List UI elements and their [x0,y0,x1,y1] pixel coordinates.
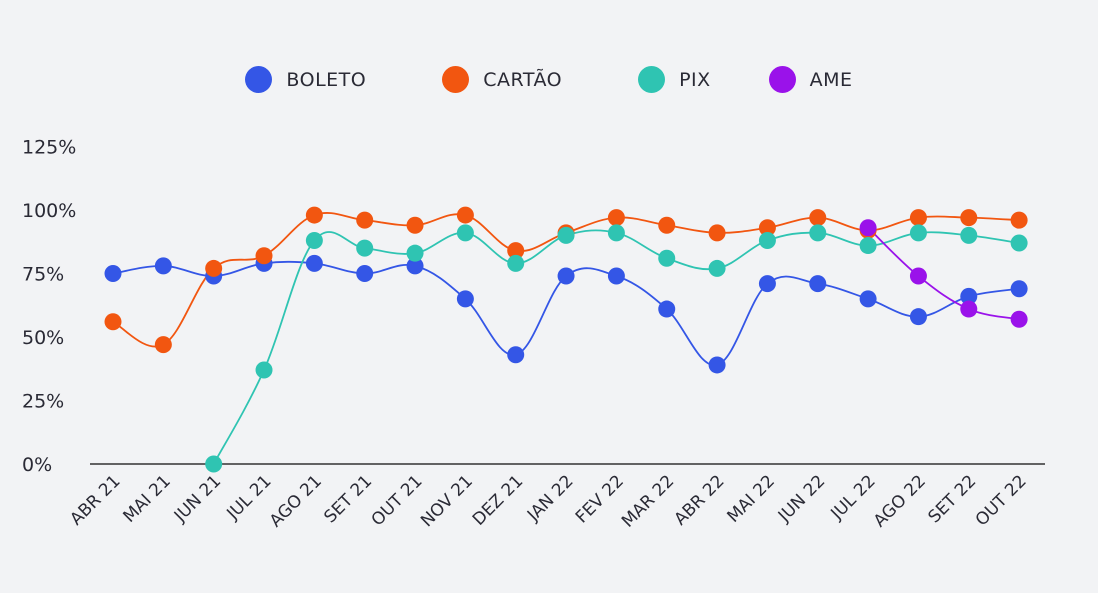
x-tick-label: ABR 22 [671,471,729,529]
series-line-pix [212,229,1020,465]
data-point [356,211,374,229]
data-point [909,308,927,326]
y-tick-label: 25% [22,391,64,413]
data-point [1010,234,1028,252]
data-point [758,219,776,237]
data-point [708,224,726,242]
data-point [255,247,273,265]
data-point [859,219,877,237]
data-point [1010,280,1028,298]
data-point [909,224,927,242]
x-tick-label: DEZ 21 [469,471,527,529]
legend-marker-ame [768,66,796,93]
data-point [809,275,827,293]
data-point [758,275,776,293]
data-point [255,361,273,379]
data-point [1010,211,1028,229]
data-point [104,265,122,282]
x-tick-label: SET 22 [924,471,980,527]
data-point [507,242,525,260]
data-point [205,259,223,277]
legend: BOLETO CARTÃO PIX AME [0,66,1098,93]
x-tick-label: SET 21 [320,471,376,527]
legend-marker-pix [638,66,666,93]
x-tick-label: MAI 21 [119,471,174,526]
x-tick-label: MAR 22 [618,471,678,531]
x-tick-label: JAN 22 [523,471,578,526]
y-tick-label: 0% [22,454,52,476]
data-point [960,300,978,318]
data-point [859,237,877,255]
legend-item-ame[interactable]: AME [768,66,853,93]
legend-item-boleto[interactable]: BOLETO [245,66,366,93]
data-point [406,244,424,262]
data-point [456,206,474,224]
legend-label: BOLETO [286,68,367,91]
data-point [909,209,927,227]
y-tick-label: 75% [22,264,64,286]
data-point [305,231,323,249]
data-point [305,254,323,272]
data-point [456,224,474,242]
data-point [809,209,827,227]
data-point [708,259,726,277]
x-tick-label: JUN 22 [774,471,829,526]
data-point [658,216,676,234]
data-point [456,290,474,308]
data-point [607,267,625,285]
legend-item-cartao[interactable]: CARTÃO [442,66,562,93]
data-point [104,313,122,331]
data-point [1010,310,1028,328]
data-point [507,346,525,364]
data-point [305,206,323,224]
legend-marker-boleto [245,66,273,93]
x-tick-label: NOV 21 [417,471,477,531]
data-point [909,267,927,285]
y-tick-label: 100% [22,200,76,222]
series-line-ame [867,227,1020,321]
data-point [154,257,172,275]
data-point [658,300,676,318]
data-point [960,226,978,244]
data-point [557,226,575,244]
data-point [859,290,877,308]
x-tick-label: OUT 22 [972,471,1031,530]
x-tick-label: OUT 21 [368,471,427,530]
legend-label: AME [809,68,853,91]
data-point [205,455,223,473]
x-tick-label: ABR 21 [66,471,124,529]
y-tick-label: 50% [22,327,64,349]
data-point [607,224,625,242]
data-point [154,336,172,354]
data-point [406,216,424,234]
data-point [658,249,676,267]
data-point [708,356,726,374]
data-point [507,254,525,272]
data-point [960,287,978,305]
x-tick-label: JUN 21 [170,471,225,526]
data-point [557,267,575,285]
data-point [356,265,374,282]
legend-item-pix[interactable]: PIX [638,66,711,93]
x-tick-label: AGO 22 [870,471,930,531]
x-tick-label: MAI 22 [724,471,779,526]
y-tick-label: 125% [22,137,76,159]
x-tick-label: AGO 21 [266,471,326,531]
legend-label: CARTÃO [483,68,563,91]
data-point [356,239,374,257]
data-point [960,209,978,227]
legend-marker-cartao [442,66,470,93]
legend-label: PIX [679,68,711,91]
data-point [809,224,827,242]
data-point [406,257,424,275]
data-point [758,231,776,249]
data-point [607,209,625,227]
